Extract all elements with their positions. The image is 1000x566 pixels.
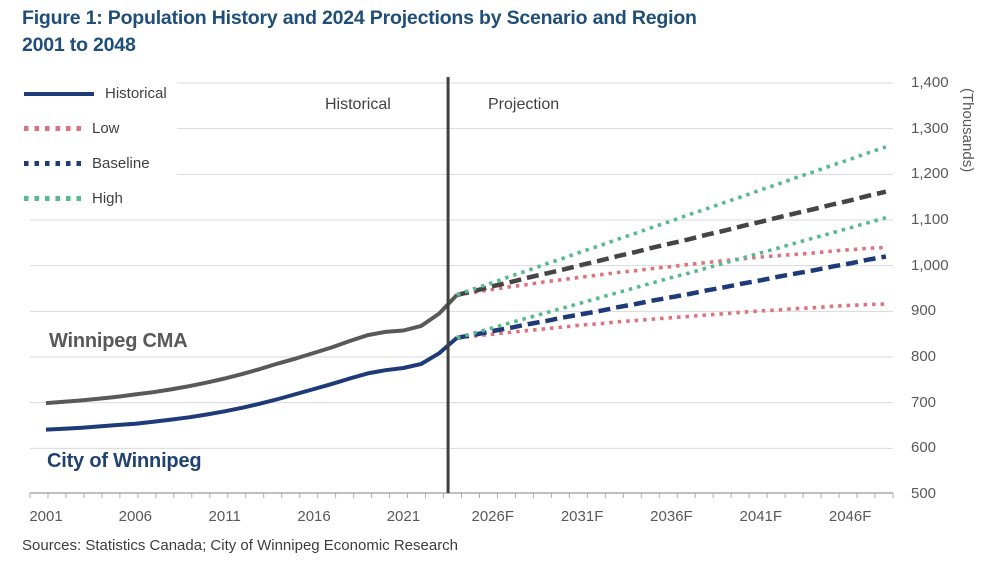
series-city-of-winnipeg-historical: [45, 336, 459, 432]
y-axis-unit-label: (Thousands): [959, 88, 976, 173]
y-tick-label: 1,100: [911, 211, 949, 228]
historical-phase-label: Historical: [325, 96, 391, 113]
x-tick-label: 2011: [208, 508, 241, 525]
y-tick-label: 1,300: [911, 119, 949, 137]
series-city-of-winnipeg-low: [456, 302, 886, 340]
figure-title-line2: 2001 to 2048: [22, 34, 136, 56]
series-city-of-winnipeg-baseline: [456, 254, 887, 341]
x-tick-label: 2001: [29, 508, 63, 525]
high-dotted-swatch: [24, 196, 81, 201]
figure-title-line1: Figure 1: Population History and 2024 Pr…: [22, 7, 697, 29]
x-tick-label: 2041F: [739, 508, 783, 525]
winnipeg-cma-label: Winnipeg CMA: [49, 330, 188, 352]
legend-item-high: High: [24, 181, 177, 216]
series-winnipeg-cma-baseline: [456, 189, 887, 298]
x-tick-label: 2021: [386, 508, 421, 525]
projection-phase-label: Projection: [488, 96, 560, 113]
historical-line-swatch: [24, 91, 94, 96]
series-winnipeg-cma-high: [456, 145, 887, 297]
y-tick-label: 800: [911, 348, 937, 365]
y-tick-label: 1,200: [911, 165, 949, 183]
series-winnipeg-cma-historical: [45, 293, 459, 406]
y-tick-label: 1,000: [911, 256, 949, 274]
low-dotted-swatch: [24, 126, 81, 131]
y-tick-label: 900: [911, 302, 937, 320]
series-winnipeg-cma-low: [456, 245, 886, 297]
x-tick-label: 2026F: [471, 508, 515, 525]
x-tick-label: 2031F: [560, 508, 604, 525]
source-note: Sources: Statistics Canada; City of Winn…: [22, 537, 459, 554]
legend-label-baseline: Baseline: [92, 155, 150, 172]
legend-label-historical: Historical: [105, 85, 167, 102]
x-tick-label: 2006: [118, 508, 153, 525]
legend-label-high: High: [92, 190, 123, 207]
legend-label-low: Low: [92, 120, 120, 137]
city-of-winnipeg-label: City of Winnipeg: [47, 450, 202, 472]
baseline-dotted-swatch: [24, 161, 81, 166]
figure-title: Figure 1: Population History and 2024 Pr…: [22, 5, 697, 59]
y-tick-label: 700: [911, 393, 937, 411]
legend-item-historical: Historical: [24, 76, 177, 111]
legend-item-low: Low: [24, 111, 177, 146]
y-tick-label: 500: [911, 485, 937, 502]
legend: Historical Low Baseline High: [24, 76, 177, 216]
series-city-of-winnipeg-high: [456, 215, 887, 340]
y-tick-label: 600: [911, 439, 937, 457]
x-tick-label: 2016: [297, 508, 331, 525]
x-tick-label: 2046F: [828, 508, 872, 525]
x-tick-label: 2036F: [650, 508, 693, 525]
y-tick-label: 1,400: [911, 74, 949, 91]
legend-item-baseline: Baseline: [24, 146, 177, 181]
